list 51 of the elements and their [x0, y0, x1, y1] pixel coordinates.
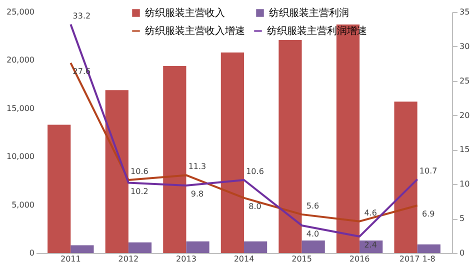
x-tick-label: 2016 [349, 254, 370, 264]
x-tick-label: 2014 [234, 254, 254, 264]
x-tick-label: 2012 [118, 254, 139, 264]
data-label: 8.0 [248, 202, 262, 211]
data-label: 10.7 [419, 166, 438, 176]
bar [302, 240, 325, 253]
y2-tick-label: 25 [460, 76, 470, 86]
y2-tick-label: 35 [460, 8, 470, 16]
legend-label: 纺织服装主营收入 [145, 7, 225, 19]
x-tick-label: 2011 [60, 254, 81, 264]
bar [163, 66, 186, 253]
data-label: 4.6 [364, 208, 377, 218]
data-label: 10.2 [130, 186, 148, 196]
y-tick-label: 15,000 [6, 104, 34, 113]
y2-tick-label: 0 [460, 248, 465, 258]
line-series [70, 62, 418, 222]
data-label: 33.2 [72, 11, 91, 20]
y2-tick-label: 20 [460, 110, 470, 120]
data-label: 4.0 [306, 229, 320, 238]
bar [244, 241, 268, 253]
data-label: 5.6 [306, 201, 320, 210]
bar [394, 102, 418, 253]
legend-label: 纺织服装主营收入增速 [145, 25, 245, 37]
y2-tick-label: 10 [460, 180, 470, 189]
legend-label: 纺织服装主营利润 [269, 7, 349, 19]
y-tick-label: 20,000 [6, 56, 34, 65]
bar [278, 40, 302, 253]
y2-tick-label: 15 [460, 145, 470, 154]
data-label: 10.6 [246, 167, 264, 176]
y-tick-label: 5,000 [12, 200, 34, 210]
y2-tick-label: 30 [460, 42, 470, 51]
bar [70, 245, 94, 253]
y-tick-label: 0 [29, 248, 34, 258]
bar [417, 244, 440, 253]
x-tick-label: 2013 [176, 254, 196, 264]
y2-tick-label: 5 [460, 214, 465, 224]
bar [186, 241, 210, 253]
bar [105, 90, 128, 253]
bar [128, 242, 152, 253]
y-tick-label: 25,000 [6, 8, 34, 16]
line-series [70, 23, 418, 238]
bar [220, 52, 244, 253]
x-tick-label: 2017 1-8 [399, 254, 436, 264]
x-tick-label: 2015 [292, 254, 312, 264]
bar [48, 124, 71, 253]
data-label: 11.3 [188, 162, 206, 172]
data-label: 6.9 [422, 209, 435, 218]
data-label: 9.8 [190, 190, 204, 199]
data-label: 2.4 [364, 240, 377, 250]
y-tick-label: 10,000 [6, 152, 34, 162]
data-label: 10.6 [130, 167, 148, 176]
